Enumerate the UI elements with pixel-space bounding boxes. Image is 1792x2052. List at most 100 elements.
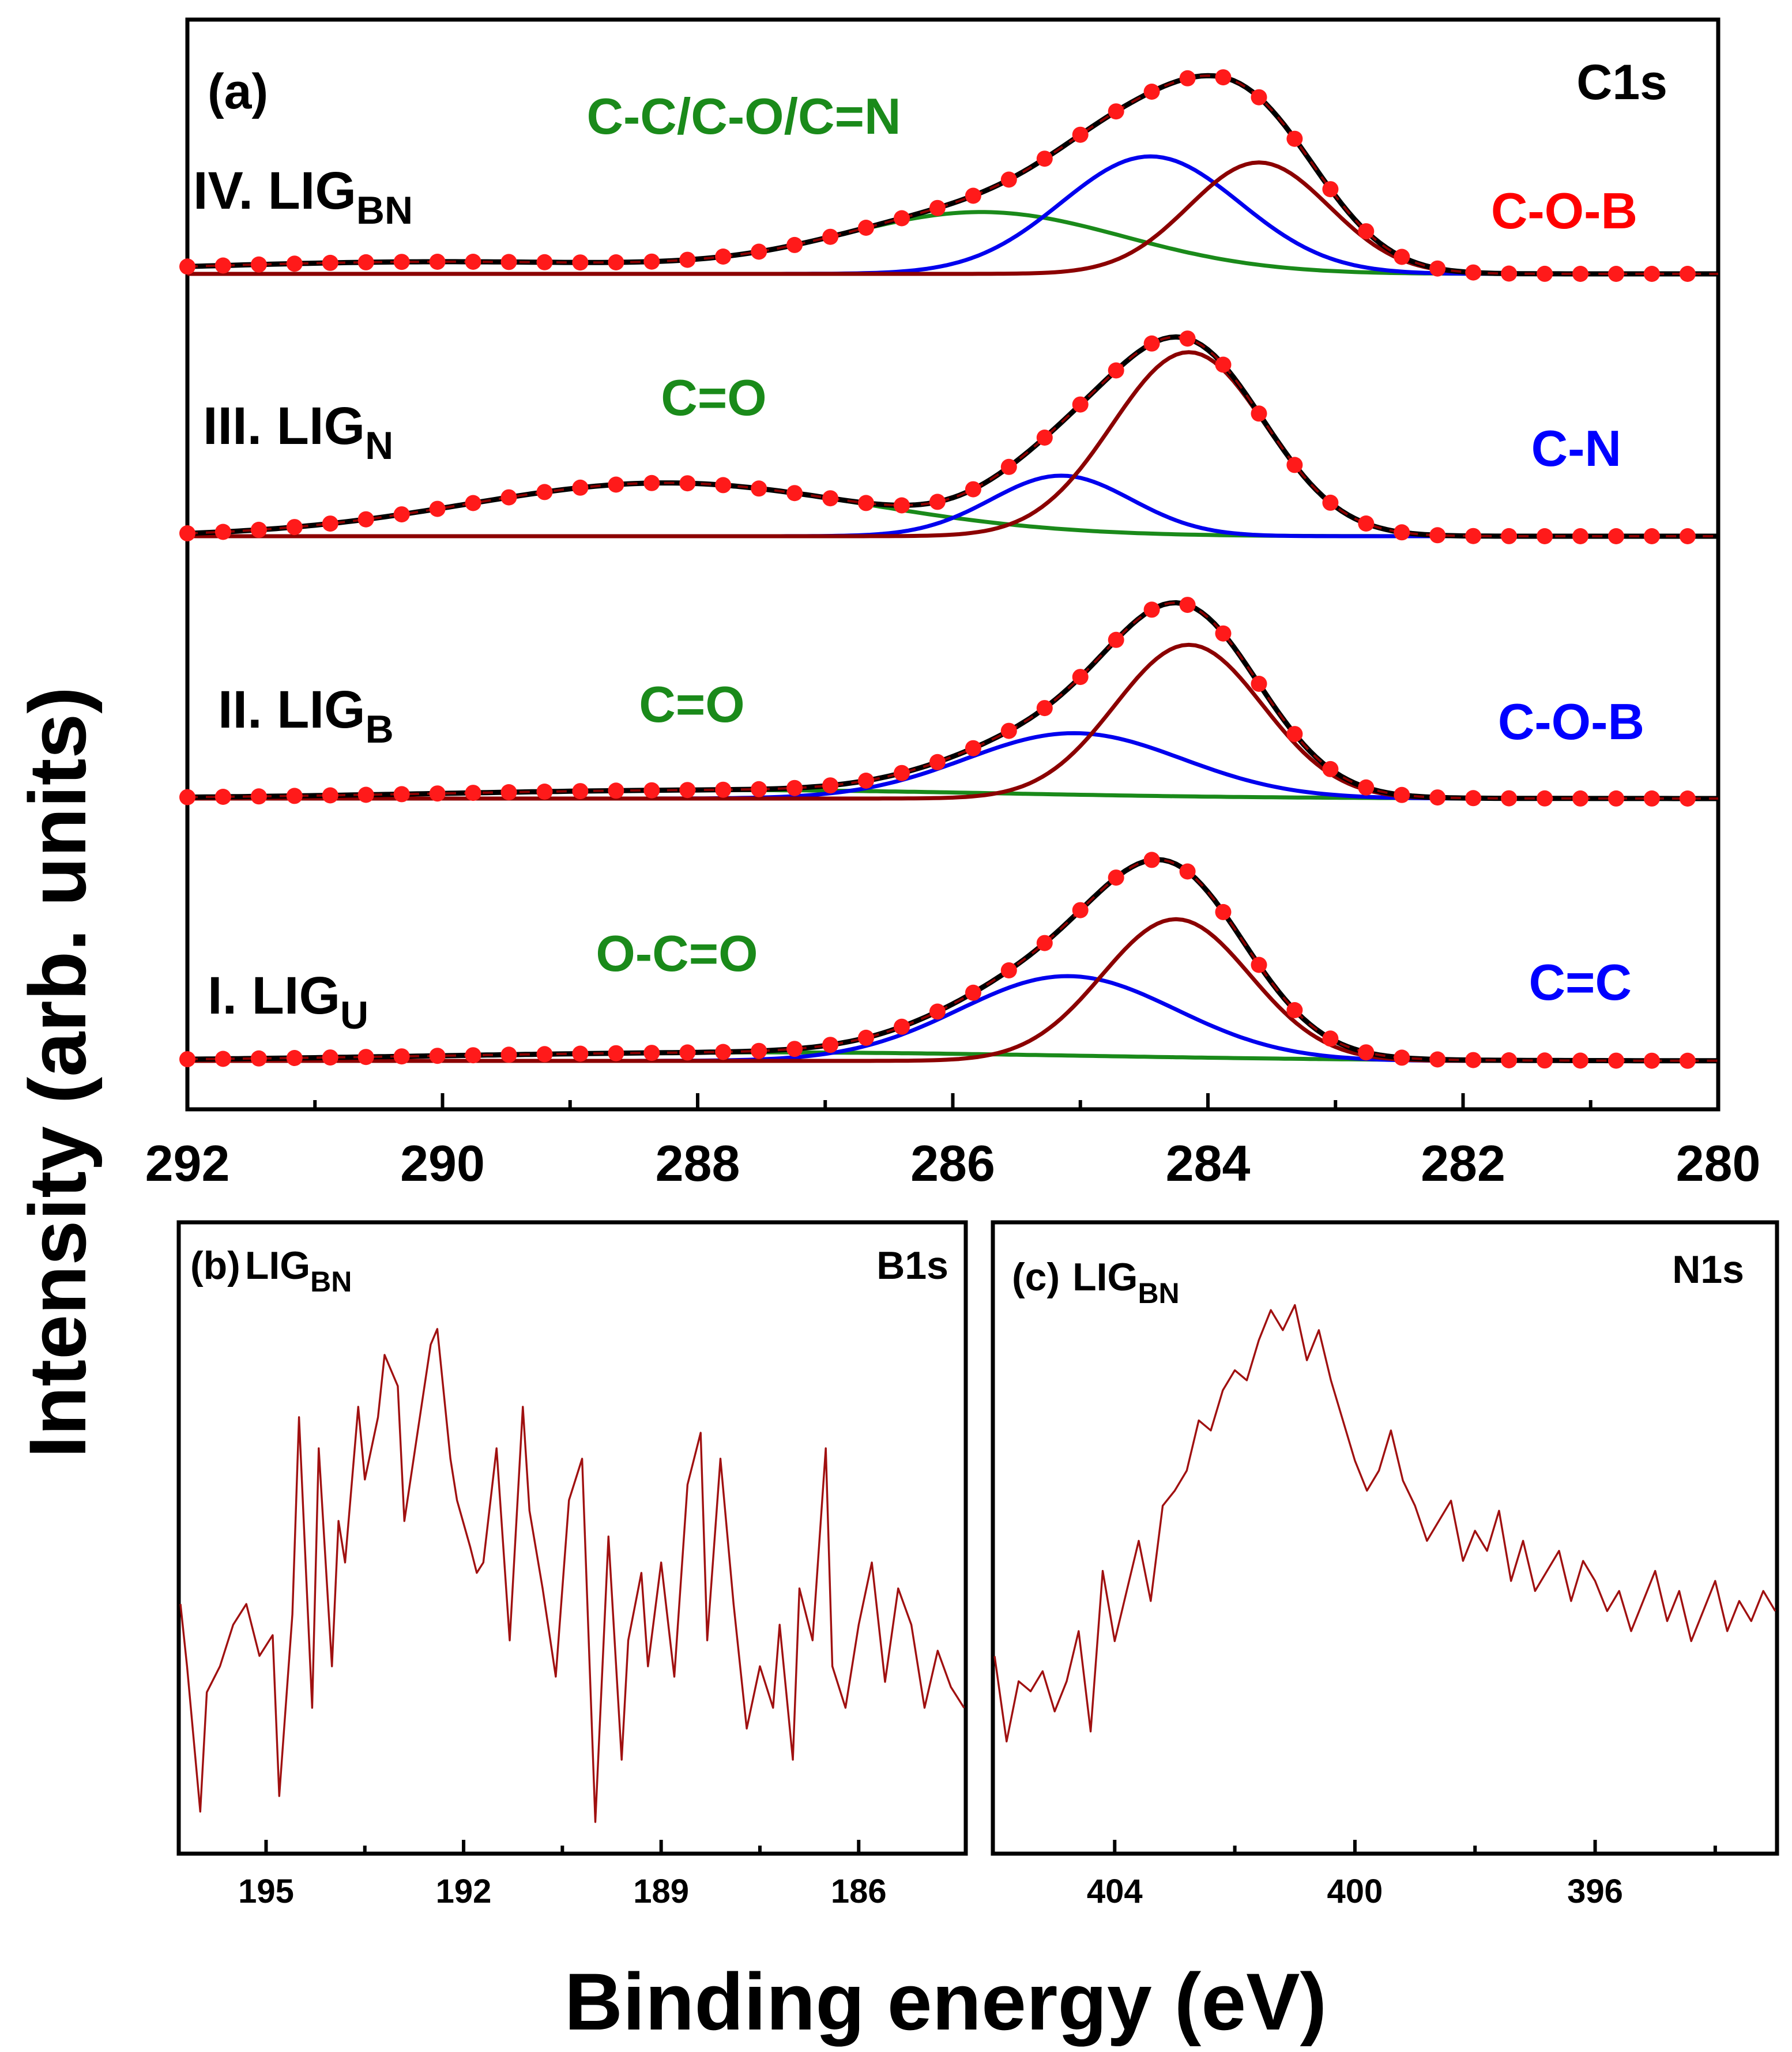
data-point (786, 780, 803, 796)
component-peak-comp1 (187, 642, 1718, 801)
data-point (1572, 790, 1588, 807)
data-point (1000, 722, 1017, 739)
data-point (1000, 458, 1017, 475)
data-point (608, 1045, 624, 1061)
data-point (1572, 266, 1588, 282)
data-point (1429, 789, 1446, 806)
data-point (1572, 528, 1588, 544)
peak-label-iv-red: C-O-B (1491, 182, 1637, 239)
panel-c-sample: LIG (1072, 1255, 1138, 1299)
data-point (1358, 515, 1375, 532)
data-point (894, 210, 910, 227)
data-point (1679, 1052, 1696, 1069)
panel-a-c1s: 292 290 288 286 284 282 280 (a) C1s IV. LIGBN … (145, 17, 1760, 1192)
data-point (572, 254, 589, 271)
panel-a-tag: (a) (208, 64, 268, 119)
fit-envelope-dash (187, 336, 1718, 537)
panel-b-sample: LIG (245, 1244, 310, 1287)
fit-envelope-dash (187, 858, 1718, 1062)
data-point (536, 784, 553, 800)
panel-a-tick-label: 290 (400, 1135, 485, 1192)
data-point (465, 1047, 481, 1064)
data-point (1179, 863, 1196, 880)
spectrum-3 (179, 597, 1718, 807)
data-point (250, 521, 267, 538)
data-point (786, 485, 803, 502)
data-point (393, 1048, 410, 1065)
data-point (1108, 631, 1124, 648)
data-point (179, 1051, 195, 1068)
data-point (1251, 957, 1267, 973)
panel-a-tick-label: 282 (1421, 1135, 1505, 1192)
data-point (1608, 790, 1624, 807)
data-point (465, 785, 481, 801)
data-point (179, 258, 195, 275)
data-point (1643, 528, 1660, 544)
data-point (643, 782, 660, 799)
x-axis-title: Binding energy (eV) (564, 1956, 1327, 2047)
panel-c-frame (991, 1220, 1779, 1856)
data-point (322, 1049, 338, 1066)
data-point (393, 254, 410, 270)
panel-a-tick-label: 288 (656, 1135, 740, 1192)
data-point (643, 475, 660, 491)
data-point (1143, 84, 1160, 100)
data-point (179, 789, 195, 805)
data-point (822, 1037, 839, 1053)
panel-b-core-level: B1s (876, 1244, 948, 1287)
sample-label-iv-subscript: BN (356, 189, 413, 232)
data-point (1465, 264, 1482, 281)
data-point (250, 788, 267, 805)
sample-label-iv: IV. LIGBN (193, 161, 413, 232)
data-point (1679, 528, 1696, 544)
component-peak-comp2 (187, 473, 1718, 539)
data-point (286, 519, 303, 536)
data-point (1429, 260, 1446, 277)
panel-c-tag-group: (c) LIGBN (1012, 1255, 1180, 1309)
data-point (679, 1044, 696, 1061)
panel-a-tick-label: 286 (910, 1135, 995, 1192)
data-point (1643, 790, 1660, 807)
data-point (1537, 1052, 1553, 1069)
data-point (1358, 223, 1375, 240)
data-point (357, 511, 374, 528)
fit-envelope (187, 600, 1718, 801)
data-point (643, 1045, 660, 1061)
panel-c-n1s: 404 400 396 (c) LIGBN N1s (991, 1220, 1779, 1910)
data-point (1501, 1052, 1518, 1068)
data-point (1000, 962, 1017, 978)
data-point (1465, 528, 1482, 544)
data-point (715, 1044, 732, 1060)
data-point (429, 1048, 446, 1064)
spectrum-2 (179, 330, 1718, 544)
data-point (322, 515, 338, 532)
data-point (643, 253, 660, 270)
data-point (1429, 527, 1446, 544)
sample-label-iii-name: III. LIG (203, 397, 365, 455)
peak-label-ii-green: C=O (639, 676, 744, 733)
data-point (357, 254, 374, 270)
data-point (179, 525, 195, 541)
data-point (679, 782, 696, 799)
panel-b-tick-label: 195 (238, 1873, 294, 1910)
data-point (500, 489, 517, 506)
data-point (1394, 1049, 1410, 1066)
data-point (858, 495, 874, 511)
data-point (715, 781, 732, 798)
panel-a-frame (185, 17, 1721, 1112)
data-point (1143, 601, 1160, 618)
data-point (1465, 1052, 1482, 1068)
sample-label-iii-subscript: N (365, 424, 393, 468)
data-point (1394, 249, 1410, 265)
panel-b-tag-group: (b) LIGBN (190, 1244, 352, 1298)
data-point (250, 256, 267, 273)
data-point (1179, 70, 1196, 86)
data-point (1251, 89, 1267, 106)
fit-envelope (187, 334, 1718, 539)
data-point (751, 1042, 767, 1059)
panel-c-tick-label: 404 (1087, 1873, 1143, 1910)
data-point (214, 789, 231, 805)
panel-c-spectrum-line (993, 1304, 1776, 1743)
data-point (1608, 1052, 1624, 1069)
